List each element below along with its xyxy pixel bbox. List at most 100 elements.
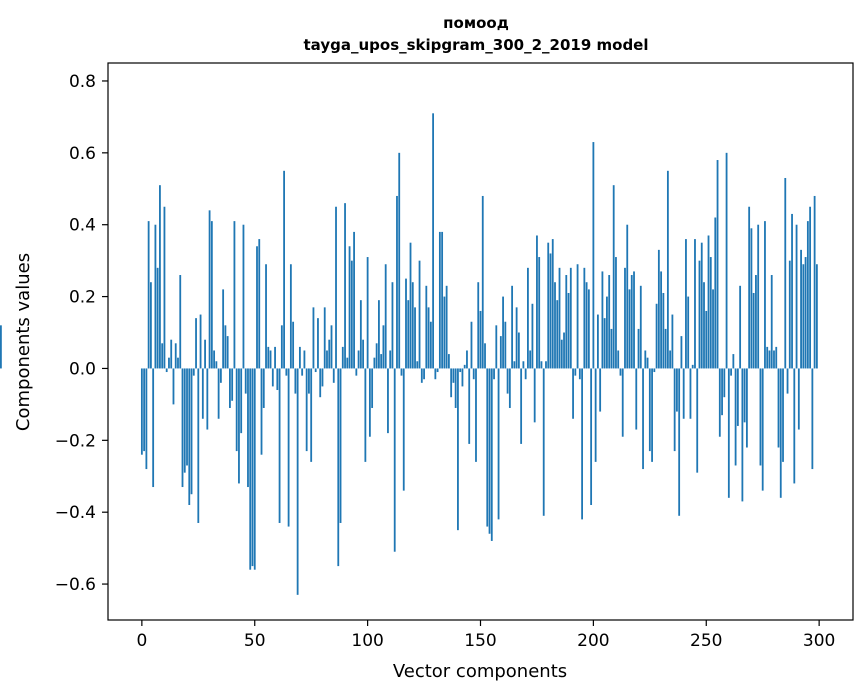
y-axis-ticks: −0.6 −0.4 −0.2 0.0 0.2 0.4 0.6 0.8 (55, 72, 108, 595)
x-axis-label: Vector components (393, 661, 567, 682)
bar-component-205 (603, 318, 606, 369)
bar-component-22 (190, 368, 193, 495)
bar-component-214 (624, 267, 626, 369)
bar-component-174 (533, 368, 536, 423)
y-tick-label: 0.2 (69, 288, 96, 308)
bar-component-145 (468, 368, 471, 444)
x-tick-label: 100 (351, 631, 383, 651)
bar-component-130 (434, 368, 437, 380)
bar-component-169 (522, 361, 525, 369)
bar-component-133 (441, 231, 444, 369)
bar-component-122 (416, 361, 419, 369)
bar-component-47 (247, 368, 249, 488)
bar-component-240 (682, 368, 685, 419)
bar-component-275 (761, 368, 764, 491)
bar-component-26 (199, 314, 202, 369)
bar-component-139 (454, 368, 457, 408)
bar-component-162 (506, 368, 509, 394)
bar-component-23 (192, 368, 195, 376)
bar-component-269 (748, 206, 751, 369)
bar-component-155 (490, 368, 493, 541)
bar-component-163 (508, 368, 511, 408)
bar-component-102 (371, 368, 374, 408)
bar-component-217 (630, 275, 633, 369)
bar-component-87 (337, 368, 340, 567)
bar-component-164 (511, 285, 514, 369)
bar-component-101 (368, 368, 371, 437)
bar-component-175 (536, 235, 538, 369)
bar-component-88 (339, 368, 342, 523)
bar-component-127 (427, 307, 430, 369)
bar-component-231 (662, 292, 665, 369)
bar-component-110 (389, 350, 392, 369)
bar-component-211 (617, 350, 620, 369)
bar-component-48 (249, 368, 252, 570)
bar-component-119 (409, 242, 412, 369)
bar-component-147 (472, 368, 475, 380)
bar-component-215 (626, 224, 629, 369)
bar-component-230 (660, 271, 663, 369)
bar-component-265 (739, 285, 742, 369)
bar-component-120 (411, 282, 414, 369)
bar-component-191 (572, 368, 574, 419)
bar-component-179 (545, 361, 547, 369)
y-tick-label: 0.0 (69, 359, 96, 379)
bar-component-111 (391, 282, 394, 369)
bar-component-246 (696, 368, 699, 473)
bar-component-279 (770, 275, 773, 369)
bar-component-117 (405, 278, 407, 369)
bar-component-21 (188, 368, 191, 505)
bar-component-184 (556, 300, 559, 369)
bar-component-266 (741, 368, 744, 502)
bar-component-29 (206, 368, 209, 430)
bar-component-166 (515, 307, 518, 369)
bar-component-143 (463, 364, 466, 369)
bar-component-15 (174, 343, 177, 369)
bar-component-9 (161, 343, 164, 369)
bar-component-58 (271, 368, 274, 387)
bar-component-272 (755, 275, 757, 369)
bar-component-236 (673, 368, 676, 452)
bar-component-262 (732, 354, 735, 369)
bar-component-290 (795, 224, 798, 369)
bar-component-108 (384, 264, 387, 369)
bar-component-242 (687, 296, 690, 369)
bar-component-185 (558, 267, 561, 369)
bar-component-20 (186, 368, 188, 466)
bar-component-283 (779, 368, 782, 498)
bar-component-13 (170, 339, 173, 369)
bar-component-69 (296, 368, 299, 595)
bar-component-104 (375, 343, 378, 369)
bar-component-227 (653, 368, 656, 373)
bar-component-241 (685, 239, 687, 369)
bar-component-295 (806, 221, 809, 369)
bar-component-235 (671, 314, 674, 369)
bar-component-68 (294, 368, 297, 394)
bar-component-251 (707, 235, 710, 369)
bar-component-61 (278, 368, 281, 523)
bar-component-160 (502, 296, 504, 369)
bar-component-187 (563, 332, 565, 369)
bar-component-71 (301, 368, 304, 376)
bar-component-93 (350, 260, 353, 369)
bar-component-0 (140, 368, 143, 455)
bar-component-118 (407, 300, 410, 369)
bar-component-62 (280, 325, 283, 369)
bar-component-28 (204, 339, 206, 369)
bar-component-245 (694, 239, 696, 369)
bar-component-98 (362, 339, 365, 369)
bar-component-286 (786, 368, 789, 394)
bar-component-148 (475, 368, 477, 462)
bar-component-43 (238, 368, 240, 484)
bar-component-165 (513, 361, 516, 369)
bar-component-198 (587, 289, 590, 369)
bar-component-183 (554, 282, 556, 369)
bar-component-83 (328, 339, 331, 369)
bar-component-134 (443, 296, 446, 369)
bar-component-157 (495, 325, 498, 369)
bar-component-114 (398, 152, 401, 369)
x-axis-ticks: 0 50 100 150 200 250 300 (136, 620, 835, 651)
bar-component-73 (305, 368, 308, 452)
bar-component-141 (459, 368, 462, 373)
